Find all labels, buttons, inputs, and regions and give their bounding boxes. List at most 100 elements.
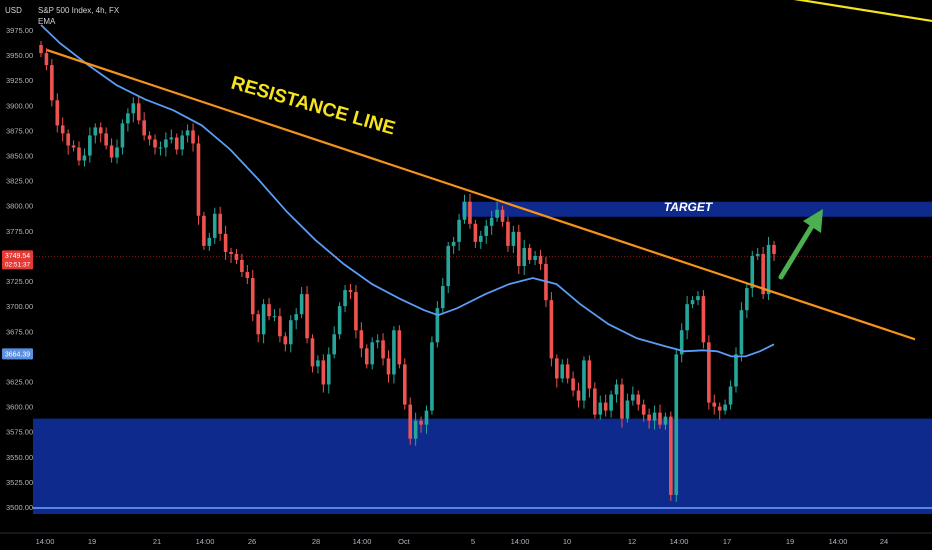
y-tick-label: 3725.00 [6, 277, 33, 286]
bull-candle [511, 231, 516, 246]
bear-candle [234, 253, 239, 260]
bull-candle [663, 416, 668, 425]
ema-price-tag [2, 348, 33, 360]
y-tick-label: 3850.00 [6, 152, 33, 161]
bear-candle [77, 147, 81, 161]
bear-candle [408, 404, 413, 439]
bull-candle [261, 304, 266, 335]
bear-candle [256, 314, 260, 335]
bull-candle [446, 245, 451, 287]
bear-candle [71, 145, 76, 148]
bull-candle [131, 103, 136, 114]
bear-candle [305, 294, 309, 339]
bull-candle [755, 253, 760, 256]
bear-candle [202, 215, 206, 246]
bull-candle [560, 364, 565, 379]
bear-candle [500, 209, 505, 222]
bear-candle [354, 292, 358, 331]
zones-layer [33, 201, 932, 515]
bear-candle [321, 360, 326, 385]
bull-candle [288, 320, 293, 345]
bear-candle [641, 404, 646, 415]
bull-candle [766, 244, 771, 295]
currency-label: USD [5, 6, 22, 15]
x-tick-label: 24 [880, 537, 888, 546]
ema-line [40, 24, 775, 358]
bull-candle [685, 304, 689, 331]
bear-candle [196, 143, 201, 216]
bear-candle [658, 412, 662, 425]
y-tick-label: 3800.00 [6, 202, 33, 211]
bull-candle [337, 306, 342, 335]
bear-candle [761, 253, 765, 295]
bull-candle [495, 209, 499, 218]
bear-candle [603, 402, 608, 411]
bear-candle [109, 145, 114, 158]
x-tick-label: 28 [312, 537, 320, 546]
symbol-title[interactable]: S&P 500 Index, 4h, FX [38, 6, 120, 15]
bear-candle [397, 330, 402, 365]
bull-candle [690, 300, 695, 305]
bear-candle [386, 358, 391, 375]
bear-candle [147, 135, 152, 140]
bull-candle [413, 420, 418, 439]
support-zone [33, 418, 932, 515]
x-tick-label: 12 [628, 537, 636, 546]
x-tick-label: 14:00 [670, 537, 689, 546]
countdown-value: 02:51:37 [5, 261, 31, 268]
bear-candle [267, 304, 271, 317]
bear-candle [98, 127, 103, 134]
target-label: TARGET [664, 200, 714, 214]
reference-lines [33, 255, 932, 509]
bull-candle [440, 286, 445, 309]
y-tick-label: 3600.00 [6, 403, 33, 412]
indicator-label[interactable]: EMA [38, 17, 56, 26]
y-tick-label: 3525.00 [6, 478, 33, 487]
bull-candle [489, 217, 494, 226]
bear-candle [278, 316, 282, 337]
ema-price-value: 3664.39 [5, 351, 30, 358]
bear-candle [593, 388, 597, 415]
bear-candle [39, 45, 43, 54]
bull-candle [375, 340, 380, 343]
bull-candle [332, 334, 336, 355]
y-tick-label: 3925.00 [6, 76, 33, 85]
y-tick-label: 3550.00 [6, 453, 33, 462]
target-arrow-shaft [778, 223, 815, 280]
bear-candle [364, 348, 369, 365]
bear-candle [620, 384, 624, 419]
bear-candle [402, 364, 407, 405]
bull-candle [180, 135, 184, 150]
y-tick-label: 3500.00 [6, 503, 33, 512]
y-tick-label: 3900.00 [6, 101, 33, 110]
x-tick-label: 14:00 [36, 537, 55, 546]
bear-candle [587, 360, 592, 389]
bear-candle [283, 336, 288, 345]
bull-candle [696, 296, 700, 301]
bear-candle [245, 272, 250, 279]
bull-candle [674, 354, 679, 495]
bull-candle [424, 410, 429, 425]
bull-candle [430, 342, 434, 411]
y-tick-label: 3775.00 [6, 227, 33, 236]
x-tick-label: 21 [153, 537, 161, 546]
bear-candle [136, 103, 141, 121]
bull-candle [82, 155, 87, 161]
bull-candle [484, 225, 489, 236]
bear-candle [701, 296, 706, 343]
bull-candle [115, 147, 119, 158]
bull-candle [739, 310, 744, 355]
y-tick-label: 3675.00 [6, 327, 33, 336]
bull-candle [343, 290, 347, 307]
bull-candle [164, 139, 168, 148]
bull-candle [457, 219, 461, 242]
bull-candle [212, 213, 217, 238]
bull-candle [679, 330, 684, 355]
bull-candle [435, 308, 440, 343]
x-tick-label: Oct [398, 537, 411, 546]
x-tick-label: 14:00 [353, 537, 372, 546]
x-tick-label: 19 [88, 537, 96, 546]
bear-candle [174, 137, 179, 150]
x-tick-label: 14:00 [511, 537, 530, 546]
